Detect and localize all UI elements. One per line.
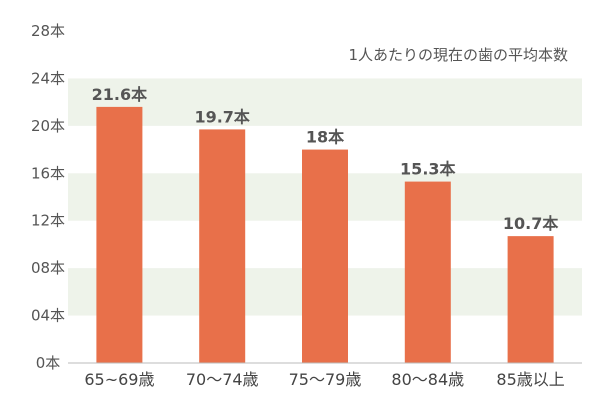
y-tick-label: 20本: [31, 117, 65, 135]
y-tick-label: 24本: [31, 69, 65, 87]
x-category-label: 85歳以上: [496, 370, 564, 389]
bar-value-label: 19.7本: [194, 107, 249, 126]
y-tick-label: 12本: [31, 212, 65, 230]
x-category-label: 75〜79歳: [289, 370, 362, 389]
y-tick-label: 04本: [31, 307, 65, 325]
bar-value-label: 21.6本: [92, 85, 147, 104]
y-tick-label: 28本: [31, 22, 65, 40]
bar: [404, 181, 451, 363]
grid-band: [68, 78, 582, 126]
bar: [96, 106, 143, 363]
chart-title: 1人あたりの現在の歯の平均本数: [348, 46, 568, 64]
x-category-label: 65~69歳: [84, 370, 154, 389]
bar-value-label: 18本: [306, 128, 344, 147]
y-tick-label: 16本: [31, 164, 65, 182]
x-axis-category-labels: 65~69歳 70〜74歳 75〜79歳 80〜84歳 85歳以上: [84, 370, 564, 389]
x-category-label: 70〜74歳: [186, 370, 259, 389]
bar: [199, 129, 246, 363]
bar: [302, 149, 348, 363]
x-category-label: 80〜84歳: [391, 370, 464, 389]
bar-value-label: 10.7本: [503, 214, 558, 233]
bars: [96, 106, 554, 363]
y-tick-label: 0本: [36, 354, 61, 372]
bar-value-label: 15.3本: [400, 160, 455, 179]
data-labels: 21.6本 19.7本 18本 15.3本 10.7本: [92, 85, 559, 233]
y-axis-tick-labels: 0本 04本 08本 12本 16本 20本 24本 28本: [31, 22, 65, 372]
y-tick-label: 08本: [31, 259, 65, 277]
bar: [507, 236, 554, 363]
